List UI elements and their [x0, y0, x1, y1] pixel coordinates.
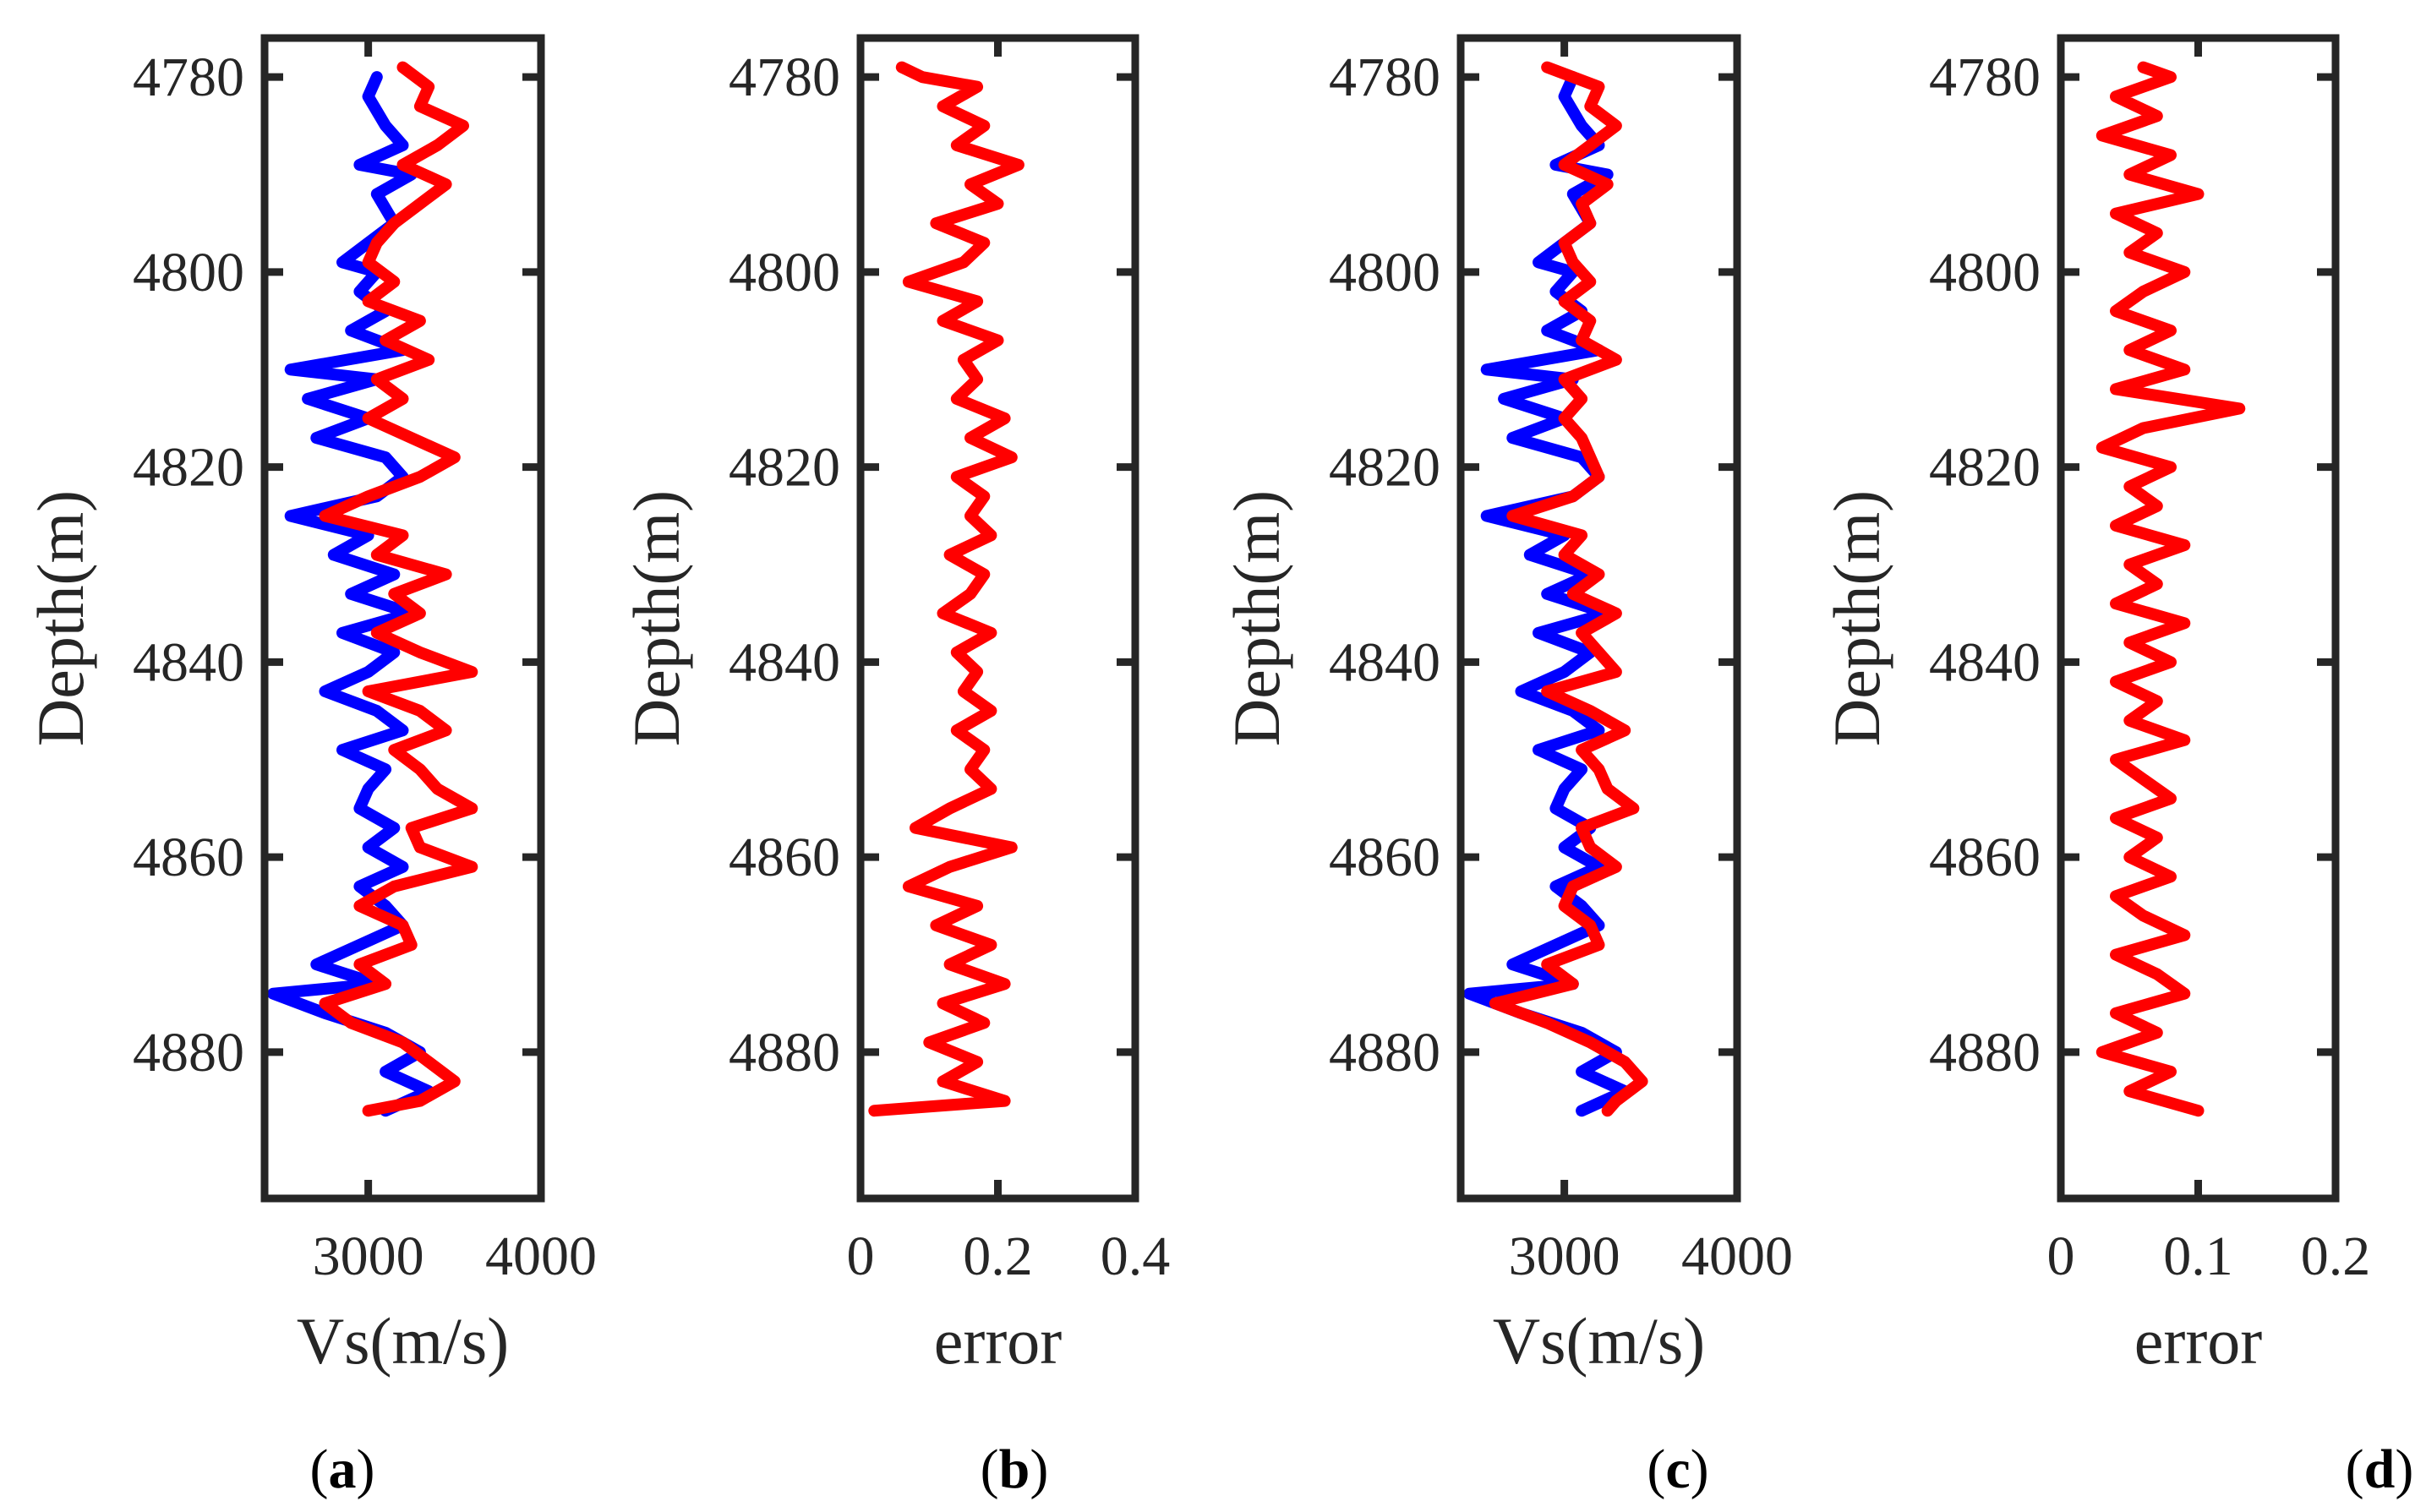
- panel-a-axes-frame: [260, 34, 545, 1203]
- panel-b-ytick-label: 4800: [729, 242, 840, 303]
- panel-b-xlabel: error: [934, 1304, 1063, 1378]
- panel-d-ytick-label: 4880: [1929, 1022, 2041, 1084]
- panel-d-ytick-label: 4780: [1929, 46, 2041, 108]
- panel-b-xtick-label: 0.2: [963, 1225, 1033, 1287]
- panel-a-series-predicted: [319, 61, 478, 1117]
- panel-a-xtick-label: 3000: [313, 1225, 424, 1287]
- panel-d-ylabel: Depth(m): [1820, 490, 1893, 746]
- panel-d-caption: (d): [2346, 1438, 2414, 1500]
- panel-c: 4780 4800 4820 4840 4860 4880 3000 4000 Vs(m/s) D…: [1220, 34, 1793, 1500]
- panel-d: 4780 4800 4820 4840 4860 4880 0 0.1 0.2 error Dept…: [1820, 34, 2414, 1500]
- panel-b-xtick-label: 0: [847, 1225, 875, 1287]
- panel-c-xlabel: Vs(m/s): [1493, 1304, 1705, 1378]
- panel-c-caption-letter: c: [1665, 1438, 1690, 1500]
- panel-b-ylabel: Depth(m): [620, 490, 693, 746]
- panel-b-ytick-label: 4820: [729, 437, 840, 499]
- panel-c-series-predicted: [1489, 61, 1648, 1117]
- panel-a-series-measured: [267, 71, 435, 1117]
- panel-a-ytick-label: 4860: [133, 827, 244, 888]
- panel-c-ytick-label: 4880: [1329, 1022, 1440, 1084]
- panel-d-xlabel: error: [2134, 1304, 2263, 1378]
- panel-a-ytick-label: 4800: [133, 242, 244, 303]
- panel-d-ytick-label: 4800: [1929, 242, 2041, 303]
- panel-b: 4780 4800 4820 4840 4860 4880 0 0.2 0.4 error Dept…: [620, 34, 1171, 1500]
- panel-c-ytick-label: 4820: [1329, 437, 1440, 499]
- panel-a-ytick-label: 4780: [133, 46, 244, 108]
- panel-a-ylabel: Depth(m): [24, 490, 97, 746]
- panel-a-caption: (a): [310, 1438, 375, 1500]
- panel-b-ytick-label: 4860: [729, 827, 840, 888]
- panel-a-xlabel: Vs(m/s): [297, 1304, 509, 1378]
- panel-d-axes-frame: [2057, 34, 2340, 1203]
- panel-c-ylabel: Depth(m): [1220, 490, 1293, 746]
- panel-c-ytick-label: 4840: [1329, 631, 1440, 693]
- panel-a-ytick-label: 4840: [133, 631, 244, 693]
- panel-c-ytick-label: 4800: [1329, 242, 1440, 303]
- panel-d-xtick-label: 0: [2047, 1225, 2075, 1287]
- panel-c-caption: (c): [1647, 1438, 1708, 1500]
- panel-d-ytick-label: 4860: [1929, 827, 2041, 888]
- panel-b-caption-letter: b: [999, 1438, 1030, 1500]
- panel-a-xtick-label: 4000: [485, 1225, 597, 1287]
- panel-b-xtick-label: 0.4: [1101, 1225, 1171, 1287]
- panel-a-caption-letter: a: [329, 1438, 357, 1500]
- panel-a-ytick-label: 4880: [133, 1022, 244, 1084]
- panel-d-xtick-label: 0.2: [2301, 1225, 2371, 1287]
- panel-b-series-error: [868, 61, 1024, 1117]
- panel-a-ytick-label: 4820: [133, 437, 244, 499]
- panel-b-ytick-label: 4780: [729, 46, 840, 108]
- panel-b-ytick-label: 4880: [729, 1022, 840, 1084]
- panel-d-xtick-label: 0.1: [2163, 1225, 2233, 1287]
- panel-c-xtick-label: 3000: [1509, 1225, 1620, 1287]
- panel-d-ytick-label: 4840: [1929, 631, 2041, 693]
- panel-c-axes-frame: [1456, 34, 1741, 1203]
- panel-c-series-measured: [1463, 71, 1631, 1117]
- panel-b-axes-frame: [856, 34, 1139, 1203]
- panel-d-series-error: [2095, 61, 2246, 1117]
- panel-d-ytick-label: 4820: [1929, 437, 2041, 499]
- panel-d-caption-letter: d: [2364, 1438, 2396, 1500]
- panel-b-caption: (b): [981, 1438, 1049, 1500]
- panel-c-ytick-label: 4860: [1329, 827, 1440, 888]
- panel-c-xtick-label: 4000: [1681, 1225, 1793, 1287]
- panel-a: 4780 4800 4820 4840 4860 4880 3000 4000 Vs(m/s) D…: [24, 34, 597, 1500]
- panel-b-ytick-label: 4840: [729, 631, 840, 693]
- panel-c-ytick-label: 4780: [1329, 46, 1440, 108]
